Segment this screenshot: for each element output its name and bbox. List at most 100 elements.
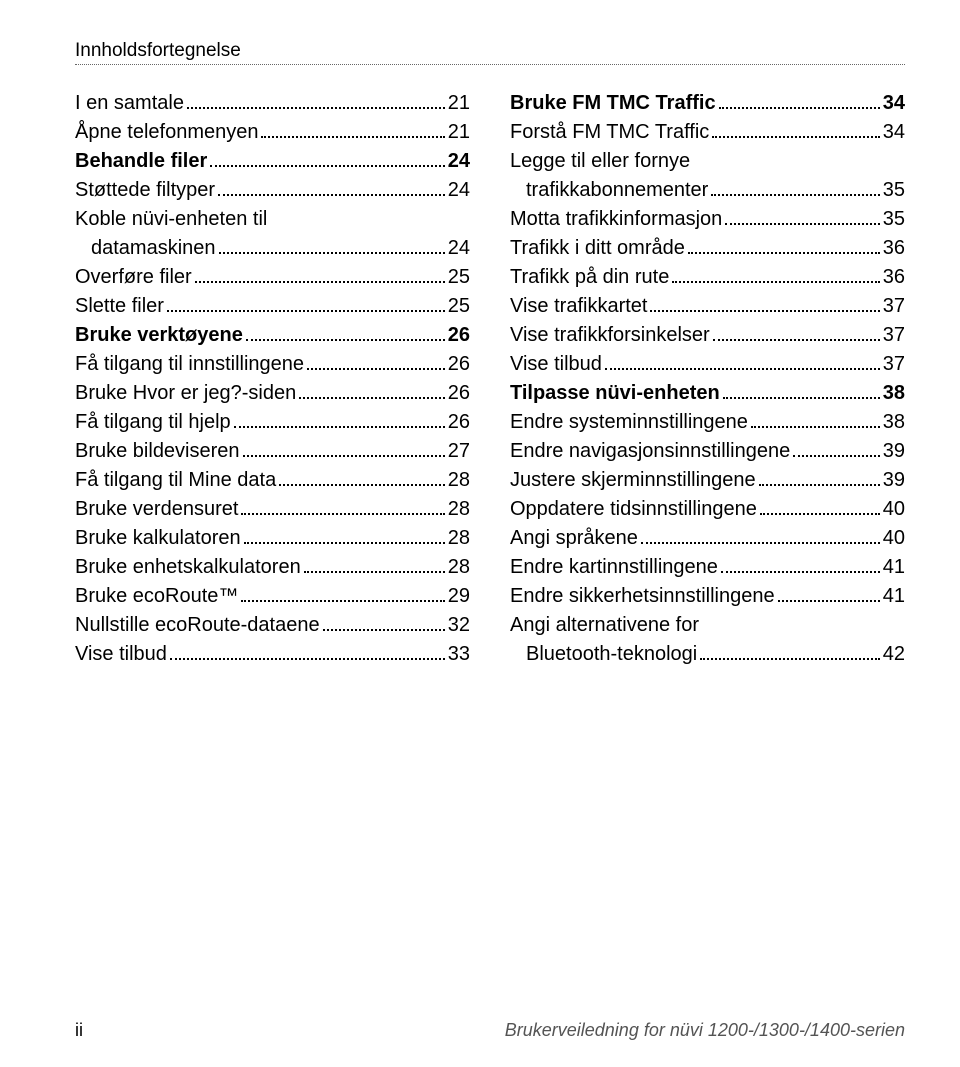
toc-label: Trafikk på din rute	[510, 263, 669, 292]
toc-page: 33	[448, 640, 470, 669]
toc-entry: Justere skjerminnstillingene 39	[510, 466, 905, 495]
toc-columns: I en samtale 21Åpne telefonmenyen 21Beha…	[75, 89, 905, 669]
header-rule	[75, 64, 905, 65]
toc-leader-dots	[719, 92, 880, 109]
toc-page: 28	[448, 495, 470, 524]
toc-entry: Trafikk på din rute 36	[510, 263, 905, 292]
toc-leader-dots	[711, 179, 879, 196]
toc-leader-dots	[219, 237, 445, 254]
toc-page: 32	[448, 611, 470, 640]
toc-page: 34	[883, 118, 905, 147]
toc-entry: Bruke kalkulatoren 28	[75, 524, 470, 553]
toc-label: Behandle filer	[75, 147, 207, 176]
toc-entry: Angi alternativene for	[510, 611, 905, 640]
toc-leader-dots	[279, 469, 445, 486]
toc-entry: Få tilgang til Mine data 28	[75, 466, 470, 495]
toc-page: 27	[448, 437, 470, 466]
toc-entry: Bruke verktøyene 26	[75, 321, 470, 350]
toc-page: 35	[883, 205, 905, 234]
toc-entry: Legge til eller fornye	[510, 147, 905, 176]
toc-page: 37	[883, 350, 905, 379]
toc-page: 39	[883, 437, 905, 466]
toc-leader-dots	[234, 411, 445, 428]
toc-label: Endre sikkerhetsinnstillingene	[510, 582, 775, 611]
toc-entry: Få tilgang til innstillingene 26	[75, 350, 470, 379]
toc-entry: Motta trafikkinformasjon 35	[510, 205, 905, 234]
toc-label: Oppdatere tidsinnstillingene	[510, 495, 757, 524]
toc-leader-dots	[712, 121, 879, 138]
toc-entry: Behandle filer 24	[75, 147, 470, 176]
toc-entry: Bruke Hvor er jeg?-siden 26	[75, 379, 470, 408]
toc-leader-dots	[187, 92, 445, 109]
toc-entry: Bruke ecoRoute™ 29	[75, 582, 470, 611]
toc-label: Få tilgang til innstillingene	[75, 350, 304, 379]
toc-leader-dots	[210, 150, 444, 167]
toc-page: 21	[448, 118, 470, 147]
toc-leader-dots	[170, 643, 445, 660]
toc-entry: Nullstille ecoRoute-dataene 32	[75, 611, 470, 640]
toc-entry: Bruke verdensuret 28	[75, 495, 470, 524]
toc-entry: Få tilgang til hjelp 26	[75, 408, 470, 437]
toc-page: 24	[448, 176, 470, 205]
toc-page: 37	[883, 321, 905, 350]
toc-entry: Angi språkene 40	[510, 524, 905, 553]
toc-label: trafikkabonnementer	[526, 176, 708, 205]
toc-label: Bruke verktøyene	[75, 321, 243, 350]
toc-leader-dots	[713, 324, 880, 341]
toc-page: 25	[448, 292, 470, 321]
toc-leader-dots	[641, 527, 880, 544]
toc-entry: Vise trafikkforsinkelser 37	[510, 321, 905, 350]
toc-page: 24	[448, 234, 470, 263]
toc-label: Bruke bildeviseren	[75, 437, 240, 466]
toc-label: datamaskinen	[91, 234, 216, 263]
toc-label: Overføre filer	[75, 263, 192, 292]
toc-entry: Bluetooth-teknologi 42	[510, 640, 905, 669]
toc-leader-dots	[751, 411, 880, 428]
toc-label: Vise tilbud	[75, 640, 167, 669]
toc-leader-dots	[261, 121, 444, 138]
toc-leader-dots	[246, 324, 445, 341]
toc-page: 34	[883, 89, 905, 118]
toc-column-left: I en samtale 21Åpne telefonmenyen 21Beha…	[75, 89, 470, 669]
toc-label: Vise trafikkforsinkelser	[510, 321, 710, 350]
toc-entry: Støttede filtyper 24	[75, 176, 470, 205]
footer-text: Brukerveiledning for nüvi 1200-/1300-/14…	[505, 1020, 905, 1041]
toc-entry: Bruke enhetskalkulatoren 28	[75, 553, 470, 582]
toc-entry: Vise tilbud 37	[510, 350, 905, 379]
toc-label: Angi språkene	[510, 524, 638, 553]
toc-label: Bruke Hvor er jeg?-siden	[75, 379, 296, 408]
toc-page: 36	[883, 234, 905, 263]
toc-label: Vise trafikkartet	[510, 292, 647, 321]
toc-entry: Bruke FM TMC Traffic 34	[510, 89, 905, 118]
toc-label: Støttede filtyper	[75, 176, 215, 205]
toc-entry: I en samtale 21	[75, 89, 470, 118]
toc-leader-dots	[700, 643, 880, 660]
toc-leader-dots	[650, 295, 879, 312]
toc-page: 21	[448, 89, 470, 118]
toc-label: Endre systeminnstillingene	[510, 408, 748, 437]
toc-entry: Overføre filer 25	[75, 263, 470, 292]
toc-leader-dots	[778, 585, 880, 602]
toc-page: 38	[883, 379, 905, 408]
toc-page: 35	[883, 176, 905, 205]
toc-page: 26	[448, 321, 470, 350]
toc-label: Vise tilbud	[510, 350, 602, 379]
toc-label: Bluetooth-teknologi	[526, 640, 697, 669]
toc-entry: Åpne telefonmenyen 21	[75, 118, 470, 147]
toc-leader-dots	[721, 556, 880, 573]
toc-entry: Trafikk i ditt område 36	[510, 234, 905, 263]
toc-page: 41	[883, 553, 905, 582]
toc-leader-dots	[218, 179, 445, 196]
toc-label: Justere skjerminnstillingene	[510, 466, 756, 495]
toc-entry: Forstå FM TMC Traffic 34	[510, 118, 905, 147]
toc-leader-dots	[195, 266, 445, 283]
toc-leader-dots	[759, 469, 880, 486]
toc-label: Bruke verdensuret	[75, 495, 238, 524]
toc-entry: Koble nüvi-enheten til	[75, 205, 470, 234]
toc-page: 28	[448, 524, 470, 553]
toc-label: Bruke ecoRoute™	[75, 582, 238, 611]
toc-leader-dots	[244, 527, 445, 544]
toc-leader-dots	[304, 556, 445, 573]
toc-leader-dots	[323, 614, 445, 631]
toc-page: 26	[448, 408, 470, 437]
